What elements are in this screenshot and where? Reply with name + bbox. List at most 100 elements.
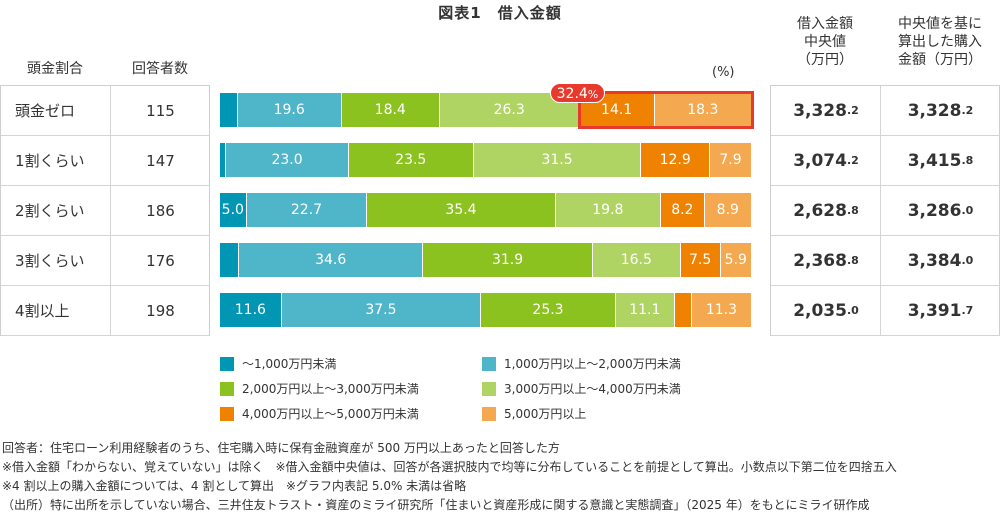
legend-swatch bbox=[220, 381, 234, 396]
bar-segment: 18.4 bbox=[341, 93, 440, 127]
median-value: 3,074.2 bbox=[771, 136, 881, 186]
data-label: 12.9 bbox=[659, 152, 691, 168]
row-category: 4割以上 bbox=[1, 286, 111, 336]
stacked-bar: 11.6 37.5 25.3 11.1 11.3 bbox=[220, 293, 752, 327]
row-respondents: 198 bbox=[111, 286, 210, 336]
purchase-value: 3,415.8 bbox=[881, 136, 1000, 186]
legend-item: 2,000万円以上～3,000万円未満 bbox=[220, 380, 419, 397]
legend-item: ～1,000万円未満 bbox=[220, 355, 336, 372]
data-label: 8.9 bbox=[716, 202, 739, 218]
purchase-dec: .8 bbox=[961, 154, 974, 167]
purchase-dec: .0 bbox=[961, 204, 974, 217]
header-down-payment: 頭金割合 bbox=[27, 61, 83, 77]
legend-label: 5,000万円以上 bbox=[504, 407, 587, 421]
row-respondents: 115 bbox=[111, 86, 210, 136]
bar-segment: 16.5 bbox=[592, 243, 681, 277]
legend-swatch bbox=[482, 356, 496, 371]
purchase-value: 3,328.2 bbox=[881, 86, 1000, 136]
median-dec: .2 bbox=[846, 154, 859, 167]
legend-label: 4,000万円以上～5,000万円未満 bbox=[242, 407, 419, 421]
data-label: 25.3 bbox=[532, 302, 564, 318]
bar-segment: 25.3 bbox=[481, 293, 616, 327]
highlight-badge: 32.4% bbox=[549, 83, 606, 103]
footnote: ※4 割以上の購入金額については、4 割として算出 ※グラフ内表記 5.0% 未… bbox=[2, 479, 467, 493]
median-int: 3,328 bbox=[793, 100, 847, 121]
data-label: 34.6 bbox=[315, 252, 347, 268]
header-respondents: 回答者数 bbox=[132, 61, 188, 77]
stacked-bar: 23.0 23.5 31.5 12.9 7.9 bbox=[220, 143, 752, 177]
bar-segment: 18.3 bbox=[654, 93, 752, 127]
bar-segment: 7.5 bbox=[680, 243, 721, 277]
bar-segment: 8.9 bbox=[704, 193, 752, 227]
data-label: 7.5 bbox=[689, 252, 712, 268]
bar-segment: 31.5 bbox=[473, 143, 642, 177]
row-category: 3割くらい bbox=[1, 236, 111, 286]
bar-segment bbox=[220, 143, 227, 177]
legend-label: 2,000万円以上～3,000万円未満 bbox=[242, 382, 419, 396]
bar-segment: 22.7 bbox=[246, 193, 368, 227]
legend-item: 3,000万円以上～4,000万円未満 bbox=[482, 380, 681, 397]
row-category: 2割くらい bbox=[1, 186, 111, 236]
purchase-value: 3,391.7 bbox=[881, 286, 1000, 336]
bar-segment: 11.1 bbox=[615, 293, 675, 327]
unit-label: (%) bbox=[712, 65, 735, 80]
column-divider bbox=[110, 86, 111, 335]
row-respondents: 147 bbox=[111, 136, 210, 186]
legend-swatch bbox=[482, 381, 496, 396]
legend-swatch bbox=[220, 406, 234, 421]
legend-item: 5,000万円以上 bbox=[482, 405, 586, 422]
bar-segment bbox=[220, 243, 240, 277]
median-value: 2,628.8 bbox=[771, 186, 881, 236]
data-label: 5.9 bbox=[724, 252, 747, 268]
purchase-value: 3,384.0 bbox=[881, 236, 1000, 286]
median-dec: .8 bbox=[846, 254, 859, 267]
data-label: 31.9 bbox=[491, 252, 524, 268]
chart-title: 図表1 借入金額 bbox=[438, 4, 562, 22]
badge-unit: % bbox=[587, 88, 599, 101]
stacked-bar: 5.0 22.7 35.4 19.8 8.2 8.9 bbox=[220, 193, 752, 227]
data-label: 11.1 bbox=[629, 302, 661, 318]
badge-value: 32.4 bbox=[556, 86, 588, 102]
bar-segment: 34.6 bbox=[239, 243, 424, 277]
bar-segment: 7.9 bbox=[709, 143, 752, 177]
data-label: 26.3 bbox=[493, 102, 525, 118]
legend-swatch bbox=[482, 406, 496, 421]
legend-item: 1,000万円以上～2,000万円未満 bbox=[482, 355, 681, 372]
median-int: 2,368 bbox=[793, 250, 847, 271]
median-dec: .0 bbox=[846, 304, 859, 317]
data-label: 11.3 bbox=[705, 302, 738, 318]
stacked-bar: 19.6 18.4 26.3 14.1 18.3 bbox=[220, 93, 752, 127]
purchase-int: 3,384 bbox=[907, 250, 962, 271]
data-label: 19.8 bbox=[592, 202, 624, 218]
legend-swatch bbox=[220, 356, 234, 371]
left-table: 頭金ゼロ 115 1割くらい 147 2割くらい 186 3割くらい 176 4割以上 198 bbox=[0, 85, 210, 336]
data-label: 14.1 bbox=[601, 102, 633, 118]
data-label: 7.9 bbox=[719, 152, 742, 168]
bar-segment: 5.9 bbox=[720, 243, 752, 277]
row-respondents: 186 bbox=[111, 186, 210, 236]
bar-segment: 19.8 bbox=[555, 193, 662, 227]
bar-segment: 5.0 bbox=[220, 193, 247, 227]
footnote: （出所）特に出所を示していない場合、三井住友トラスト・資産のミライ研究所「住まい… bbox=[2, 498, 870, 512]
legend-item: 4,000万円以上～5,000万円未満 bbox=[220, 405, 419, 422]
data-label: 23.5 bbox=[395, 152, 427, 168]
data-label: 18.4 bbox=[374, 102, 406, 118]
purchase-value: 3,286.0 bbox=[881, 186, 1000, 236]
data-label: 18.3 bbox=[687, 102, 719, 118]
legend-label: ～1,000万円未満 bbox=[242, 357, 337, 371]
median-dec: .2 bbox=[846, 104, 859, 117]
bar-segment: 23.0 bbox=[226, 143, 349, 177]
legend-label: 1,000万円以上～2,000万円未満 bbox=[504, 357, 681, 371]
bar-segment bbox=[674, 293, 692, 327]
header-purchase: 中央値を基に 算出した購入 金額（万円） bbox=[898, 16, 982, 68]
median-value: 2,035.0 bbox=[771, 286, 881, 336]
median-int: 2,628 bbox=[793, 200, 847, 221]
bar-segment: 11.6 bbox=[220, 293, 282, 327]
data-label: 37.5 bbox=[365, 302, 397, 318]
header-median: 借入金額 中央値 （万円） bbox=[797, 16, 853, 68]
purchase-int: 3,415 bbox=[907, 150, 962, 171]
purchase-dec: .7 bbox=[961, 304, 974, 317]
right-table: 3,328.2 3,328.2 3,074.2 3,415.8 2,628.8 3,286… bbox=[770, 85, 1000, 336]
column-divider bbox=[880, 86, 881, 335]
row-category: 1割くらい bbox=[1, 136, 111, 186]
